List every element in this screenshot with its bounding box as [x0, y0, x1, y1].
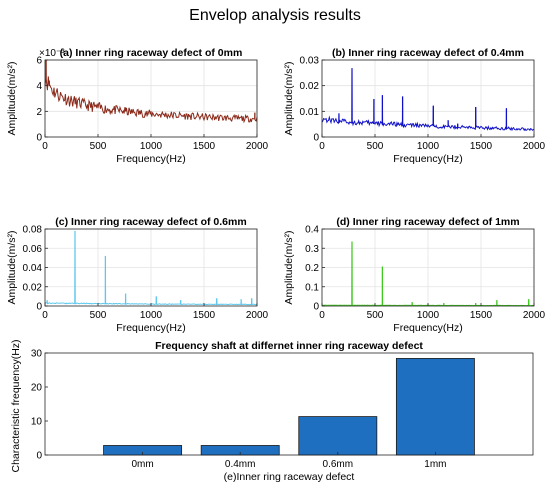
bar: [298, 416, 378, 456]
figure-title: Envelop analysis results: [189, 7, 361, 24]
x-axis-label: Frequency(Hz): [393, 322, 462, 334]
y-tick-label: 20: [31, 383, 43, 394]
x-tick-label: 2000: [523, 141, 546, 152]
y-tick-label: 0.08: [23, 225, 43, 236]
y-tick-label: 4: [36, 81, 42, 92]
x-tick-label: 500: [90, 310, 107, 321]
axes-frame: [44, 352, 534, 456]
y-axis-label: Amplitude(m/s²): [6, 61, 18, 135]
x-tick-label: 500: [367, 310, 384, 321]
x-tick-label: 0: [42, 141, 48, 152]
x-tick-label: 0.4mm: [225, 459, 256, 470]
panel-title: (a) Inner ring raceway defect of 0mm: [60, 47, 243, 59]
x-tick-label: 1000: [417, 141, 440, 152]
y-tick-label: 0: [313, 133, 319, 144]
series-line: [321, 68, 535, 132]
y-tick-label: 0.02: [300, 81, 320, 92]
x-tick-label: 1mm: [424, 459, 446, 470]
y-tick-label: 10: [31, 417, 43, 428]
x-axis-label: Frequency(Hz): [116, 322, 185, 334]
x-tick-label: 0.6mm: [323, 459, 354, 470]
panel-title: (d) Inner ring raceway defect of 1mm: [336, 216, 519, 228]
panel-2: 0 500 1000 1500 2000 0 0.02 0.04 0.06 0.08 (c) Inn…: [6, 216, 269, 334]
y-exponent-label: ×10⁻³: [39, 48, 65, 59]
y-tick-label: 2: [36, 107, 42, 118]
x-tick-label: 1000: [140, 310, 163, 321]
y-tick-label: 0.1: [305, 282, 319, 293]
series-line: [44, 59, 258, 124]
x-tick-label: 1500: [193, 141, 216, 152]
x-tick-label: 1000: [140, 141, 163, 152]
y-tick-label: 0.02: [23, 282, 43, 293]
y-axis-label: Amplitude(m/s²): [283, 230, 295, 304]
x-tick-label: 0: [319, 310, 325, 321]
x-tick-label: 1500: [470, 310, 493, 321]
panel-0: 0 500 1000 1500 2000 0 2 4 6×10⁻³(a) Inner ring …: [6, 47, 269, 165]
y-axis-label: Amplitude(m/s²): [6, 230, 18, 304]
y-tick-label: 0.01: [300, 107, 320, 118]
y-tick-label: 0: [36, 133, 42, 144]
panel-1: 0 500 1000 1500 2000 0 0.01 0.02 0.03 (b) Inner r…: [283, 47, 546, 165]
x-tick-label: 0: [42, 310, 48, 321]
y-tick-label: 0.06: [23, 244, 43, 255]
y-axis-label: Amplitude(m/s²): [283, 61, 295, 135]
y-tick-label: 0.3: [305, 244, 319, 255]
x-axis-label: (e)Inner ring raceway defect: [224, 471, 355, 483]
y-tick-label: 0.2: [305, 263, 319, 274]
y-tick-label: 30: [31, 349, 43, 360]
x-axis-label: Frequency(Hz): [393, 153, 462, 165]
series-line: [44, 230, 258, 306]
x-tick-label: 2000: [523, 310, 546, 321]
panel-title: (c) Inner ring raceway defect of 0.6mm: [55, 216, 246, 228]
y-tick-label: 0: [36, 302, 42, 313]
panel-3: 0 500 1000 1500 2000 0 0.1 0.2 0.3 0.4 (d) Inner r…: [283, 216, 546, 334]
panel-title: Frequency shaft at differnet inner ring …: [155, 340, 423, 352]
x-tick-label: 1500: [193, 310, 216, 321]
x-axis-label: Frequency(Hz): [116, 153, 185, 165]
x-tick-label: 2000: [246, 141, 269, 152]
panel-4: 0mm 0.4mm 0.6mm 1mm 0 10 20 30 Frequency shaft a…: [10, 339, 534, 483]
y-axis-label: Characteristic frequency(Hz): [10, 339, 22, 472]
y-tick-label: 0.4: [305, 225, 319, 236]
x-tick-label: 1000: [417, 310, 440, 321]
y-tick-label: 0.04: [23, 263, 43, 274]
y-tick-label: 0.03: [300, 56, 320, 67]
x-tick-label: 0mm: [131, 459, 153, 470]
x-tick-label: 0: [319, 141, 325, 152]
series-line: [321, 241, 535, 307]
x-tick-label: 500: [367, 141, 384, 152]
y-tick-label: 0: [313, 302, 319, 313]
y-tick-label: 6: [36, 56, 42, 67]
bar: [395, 358, 475, 456]
panel-title: (b) Inner ring raceway defect of 0.4mm: [332, 47, 524, 59]
x-tick-label: 2000: [246, 310, 269, 321]
x-tick-label: 500: [90, 141, 107, 152]
y-tick-label: 0: [36, 451, 42, 462]
x-tick-label: 1500: [470, 141, 493, 152]
